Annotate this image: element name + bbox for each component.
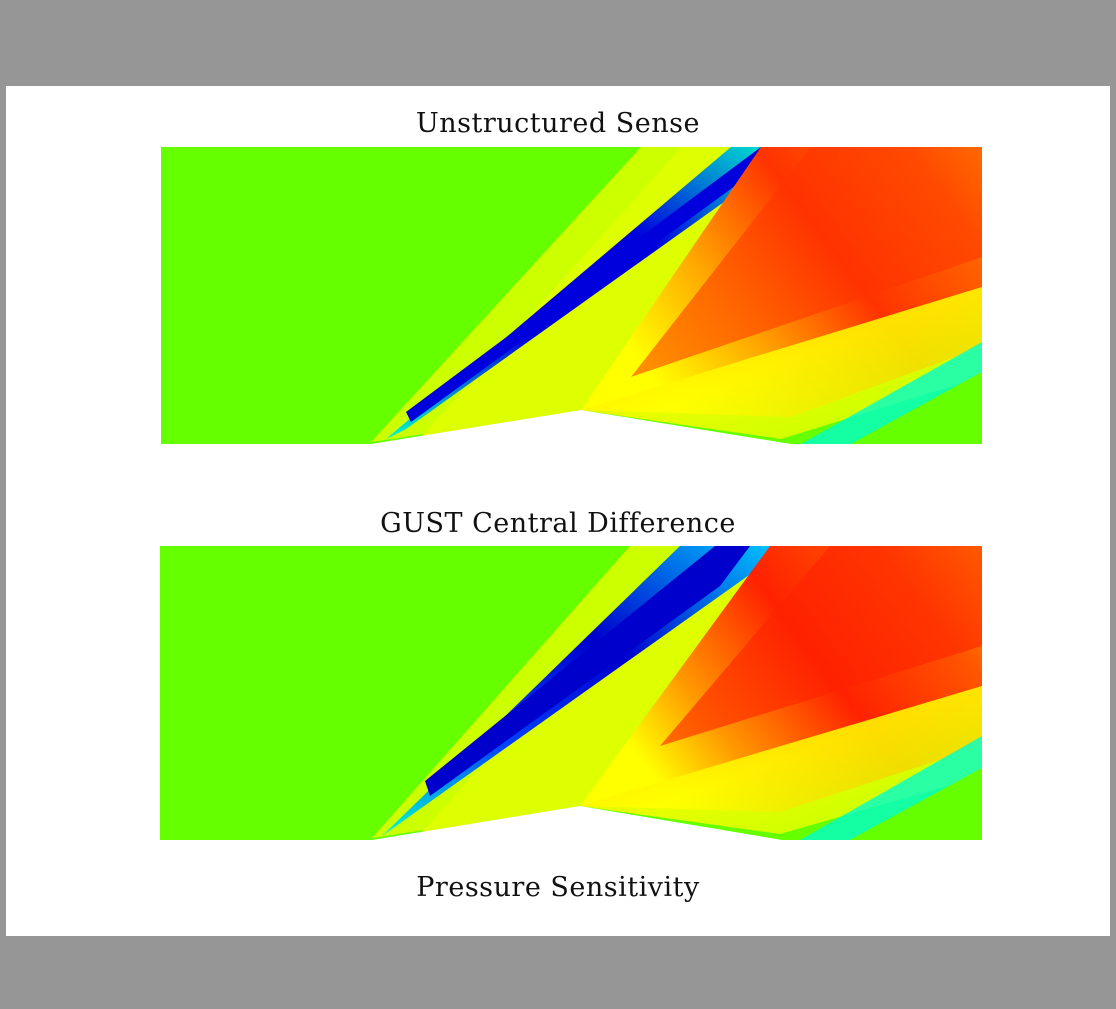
top-gray-band: [0, 0, 1116, 86]
top-plot-title: Unstructured Sense: [416, 108, 700, 139]
middle-plot-title: GUST Central Difference: [380, 508, 736, 539]
reflected-wave: [800, 736, 982, 840]
expansion-core: [406, 147, 789, 422]
ramp-geometry: [372, 806, 782, 840]
reflected-wave-edge: [851, 372, 982, 444]
ramp-geometry: [371, 410, 791, 444]
reflected-wave-edge: [850, 768, 982, 840]
bottom-gray-band: [0, 936, 1116, 1009]
gust-central-difference-plot: [160, 546, 982, 840]
unstructured-sense-plot: [161, 147, 982, 444]
expansion-fan: [386, 147, 801, 439]
reflected-wave: [801, 342, 982, 444]
shock-core: [631, 147, 982, 377]
bottom-caption: Pressure Sensitivity: [416, 872, 700, 903]
shock-core: [660, 546, 982, 746]
expansion-core: [425, 546, 750, 796]
